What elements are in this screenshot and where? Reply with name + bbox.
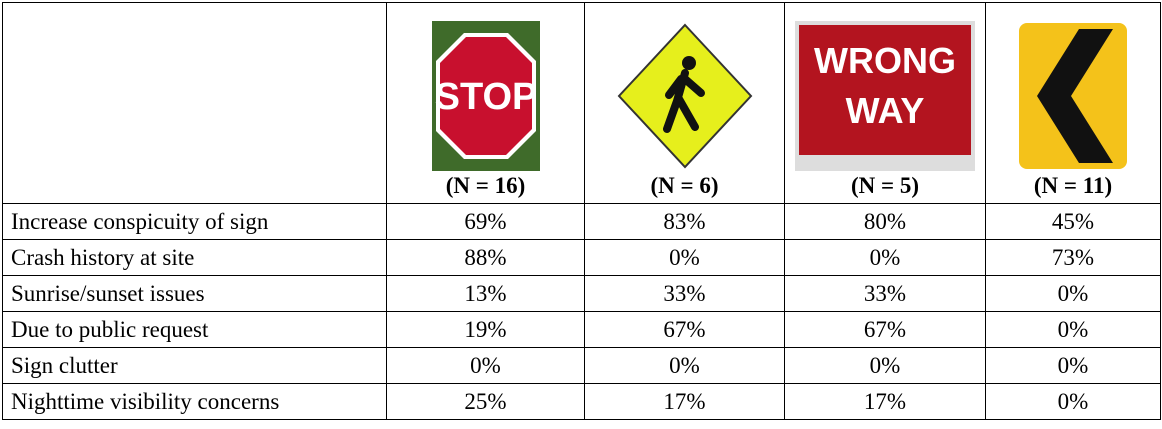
table: STOP (N = 16) (N = 6) WRONG WAY (N = 5) … xyxy=(2,2,1161,420)
column-count: (N = 11) xyxy=(1034,173,1112,198)
cell: 0% xyxy=(585,240,785,276)
cell: 17% xyxy=(585,384,785,420)
header-cell: (N = 6) xyxy=(585,3,785,204)
cell: 0% xyxy=(585,348,785,384)
cell: 88% xyxy=(387,240,585,276)
cell: 83% xyxy=(585,204,785,240)
row-label: Increase conspicuity of sign xyxy=(3,204,387,240)
column-count: (N = 6) xyxy=(650,173,718,198)
row-label: Nighttime visibility concerns xyxy=(3,384,387,420)
row-label: Crash history at site xyxy=(3,240,387,276)
cell: 73% xyxy=(986,240,1161,276)
cell: 0% xyxy=(986,312,1161,348)
header-row: STOP (N = 16) (N = 6) WRONG WAY (N = 5) … xyxy=(3,3,1161,204)
sign-text: STOP xyxy=(434,76,537,118)
cell: 69% xyxy=(387,204,585,240)
cell: 0% xyxy=(986,348,1161,384)
cell: 17% xyxy=(785,384,986,420)
cell: 67% xyxy=(785,312,986,348)
header-cell: STOP (N = 16) xyxy=(387,3,585,204)
row-label: Sign clutter xyxy=(3,348,387,384)
corner-cell xyxy=(3,3,387,204)
cell: 0% xyxy=(986,276,1161,312)
sign-text: WAY xyxy=(846,90,925,131)
cell: 33% xyxy=(785,276,986,312)
header-cell: WRONG WAY (N = 5) xyxy=(785,3,986,204)
cell: 13% xyxy=(387,276,585,312)
column-count: (N = 5) xyxy=(851,173,919,198)
cell: 0% xyxy=(986,384,1161,420)
cell: 25% xyxy=(387,384,585,420)
cell: 0% xyxy=(387,348,585,384)
cell: 45% xyxy=(986,204,1161,240)
wrong-way-sign-image: WRONG WAY xyxy=(795,21,975,171)
stop-sign-image: STOP xyxy=(432,21,540,171)
header-cell: (N = 11) xyxy=(986,3,1161,204)
chevron-sign-image xyxy=(1017,21,1129,171)
row-label: Due to public request xyxy=(3,312,387,348)
cell: 0% xyxy=(785,348,986,384)
cell: 19% xyxy=(387,312,585,348)
cell: 33% xyxy=(585,276,785,312)
sign-text: WRONG xyxy=(814,40,956,81)
row-label: Sunrise/sunset issues xyxy=(3,276,387,312)
page: STOP (N = 16) (N = 6) WRONG WAY (N = 5) … xyxy=(0,0,1162,429)
cell: 80% xyxy=(785,204,986,240)
cell: 0% xyxy=(785,240,986,276)
cell: 67% xyxy=(585,312,785,348)
pedestrian-sign-image xyxy=(615,21,755,171)
column-count: (N = 16) xyxy=(446,173,526,198)
